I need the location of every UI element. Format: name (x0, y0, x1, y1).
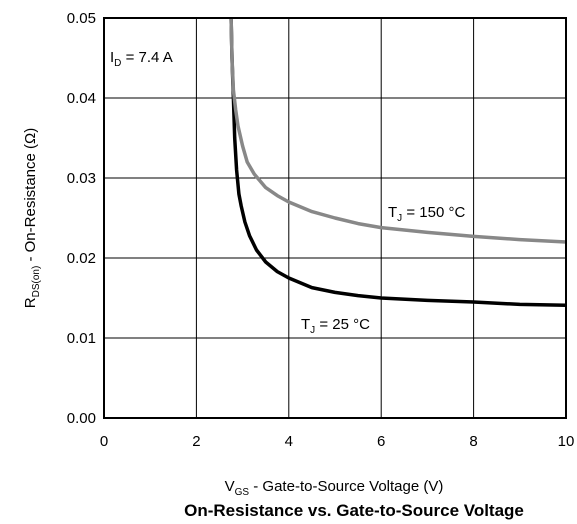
y-axis-title: RDS(on) - On-Resistance (Ω) (22, 128, 42, 308)
annotation-tj-25: TJ = 25 °C (301, 316, 370, 336)
annotation-drain-current: ID = 7.4 A (110, 49, 173, 69)
annotation-background (298, 315, 374, 337)
x-tick-label: 0 (100, 433, 108, 450)
annotation-background (107, 48, 176, 70)
y-tick-label: 0.02 (67, 250, 96, 267)
annotation-tj-150: TJ = 150 °C (388, 204, 465, 224)
series-line-tj-150 (229, 17, 567, 244)
x-tick-label: 4 (285, 433, 293, 450)
chart-title: On-Resistance vs. Gate-to-Source Voltage (184, 501, 524, 520)
tick-labels: 0 2 4 6 8 10 0.00 0.01 0.02 0.03 0.04 0.05 (67, 10, 575, 450)
y-tick-label: 0.01 (67, 330, 96, 347)
grid (104, 18, 566, 418)
y-tick-label: 0.05 (67, 10, 96, 27)
y-tick-label: 0.00 (67, 410, 96, 427)
series-line-tj-25 (229, 17, 567, 307)
curves (229, 17, 567, 307)
x-axis-title: VGS - Gate-to-Source Voltage (V) (225, 478, 444, 498)
x-tick-label: 8 (469, 433, 477, 450)
x-tick-label: 2 (192, 433, 200, 450)
y-tick-label: 0.04 (67, 90, 96, 107)
plot-frame (103, 17, 567, 419)
x-tick-label: 6 (377, 433, 385, 450)
y-tick-label: 0.03 (67, 170, 96, 187)
annotation-background (385, 203, 469, 225)
x-tick-label: 10 (558, 433, 575, 450)
